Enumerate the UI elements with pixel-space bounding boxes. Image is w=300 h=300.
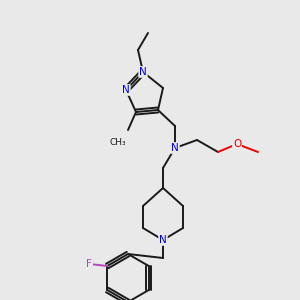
Text: N: N (159, 235, 167, 245)
Text: N: N (139, 67, 147, 77)
Text: O: O (233, 139, 241, 149)
Text: N: N (122, 85, 130, 95)
Text: CH₃: CH₃ (110, 138, 126, 147)
Text: F: F (86, 259, 92, 269)
Text: N: N (171, 143, 179, 153)
